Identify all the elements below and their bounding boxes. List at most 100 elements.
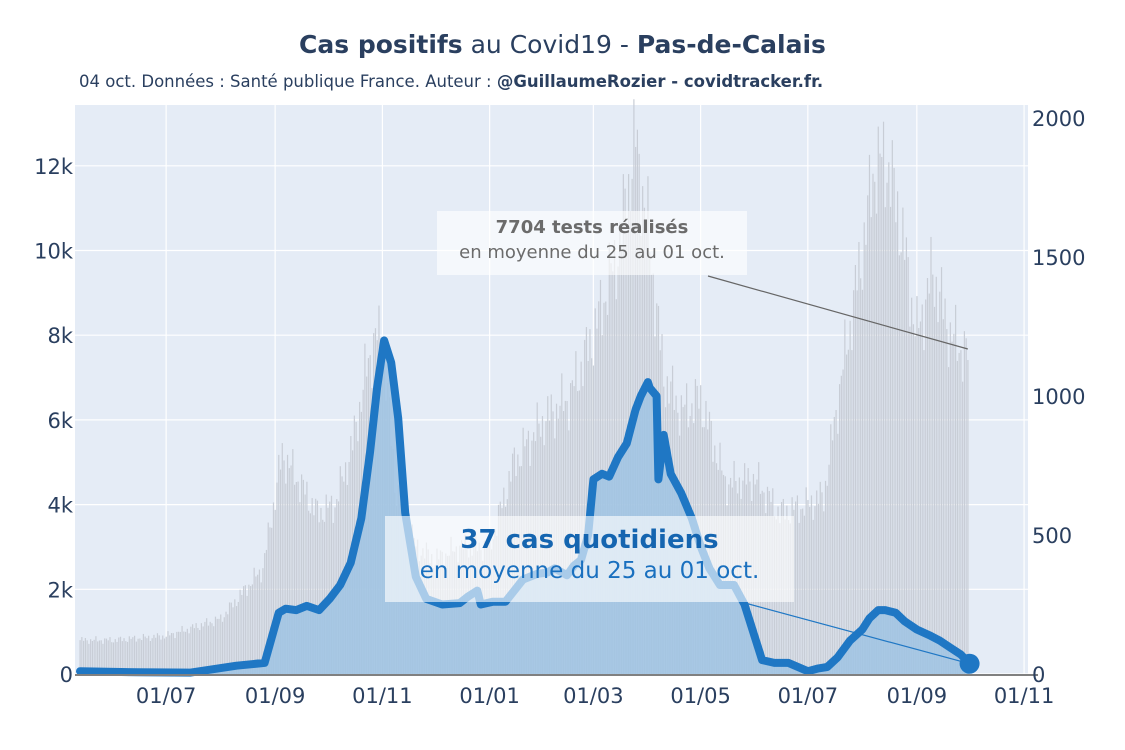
x-tick-label: 01/07 [136,684,197,708]
tests-bar [293,484,296,674]
tests-bar [179,631,181,674]
y-right-tick-label: 500 [1032,524,1072,548]
y-right-tick-label: 0 [1032,663,1045,687]
tests-bar [91,640,94,674]
tests-bar [207,625,210,674]
tests-bar [916,296,918,674]
tests-bar [819,481,821,674]
tests-bar [313,515,315,674]
tests-bar [221,621,224,674]
tests-bar [100,640,102,674]
tests-bar [192,624,194,674]
tests-bar [844,319,846,674]
tests-bar [112,642,115,674]
tests-bar [846,354,848,674]
tests-bar [897,191,899,674]
tests-bar [114,639,116,674]
y-left-tick-label: 10k [34,240,74,264]
tests-bar [264,553,266,674]
tests-bar [965,338,967,674]
tests-bar [220,614,222,674]
tests-bar [798,522,800,674]
tests-bar [854,265,857,674]
tests-bar [137,638,139,674]
tests-bar [930,236,932,675]
tests-bar [932,274,934,674]
tests-bar [853,290,855,674]
tests-bar [234,599,236,674]
tests-bar [246,595,248,674]
tests-bar [803,515,806,674]
tests-bar [132,637,134,674]
subtitle-author: @GuillaumeRozier - covidtracker.fr. [496,72,824,91]
tests-bar [172,633,174,674]
x-tick-label: 01/07 [778,684,839,708]
y-left-tick-label: 4k [47,494,73,518]
tests-bar [953,333,955,674]
tests-bar [323,521,326,674]
tests-bar [243,586,245,674]
tests-bar [119,636,122,674]
tests-bar [902,207,904,675]
tests-bar [944,298,946,674]
tests-bar [271,527,273,674]
tests-bar [155,637,157,674]
tests-bar [796,495,798,674]
tests-bar [925,299,927,674]
tests-bar [909,326,911,674]
tests-bar [891,140,893,674]
tests-bar [230,602,232,674]
tests-bar [135,641,137,674]
tests-bar [838,384,841,674]
tests-bar [889,206,892,674]
tests-bar [963,331,966,674]
tests-bar [301,474,303,674]
tests-bar [148,635,150,674]
tests-bar [316,500,319,674]
tests-bar [884,207,886,674]
tests-bar [939,291,941,674]
tests-bar [933,306,936,674]
tests-bar [951,341,953,674]
tests-bar [118,637,120,674]
tests-bar [960,350,962,674]
tests-bar [874,181,876,674]
tests-bar [956,360,958,674]
tests-annotation-arrow [707,275,968,350]
cases-annotation-value: 37 cas quotidiens [460,525,719,555]
tests-bar [800,509,802,674]
tests-bar [297,481,299,674]
tests-bar [918,328,920,674]
tests-bar [877,126,879,674]
tests-bar [325,494,327,674]
tests-bar [285,483,287,674]
tests-bar [937,322,939,674]
tests-bar [311,498,313,674]
tests-bar [318,522,320,674]
tests-bar [111,642,113,674]
tests-bar [863,222,865,674]
tests-bar [967,360,969,674]
tests-bar [295,482,297,674]
x-tick-label: 01/11 [352,684,413,708]
tests-bar [83,640,85,674]
tests-bar [942,319,944,674]
tests-bar [809,506,811,674]
tests-bar [169,635,171,674]
x-tick-label: 01/09 [887,684,948,708]
tests-bar [163,638,166,674]
tests-bar [847,349,849,674]
tests-bar [926,277,929,674]
tests-bar [958,352,960,674]
tests-bar [126,641,129,674]
tests-bar [272,502,275,674]
tests-bar [156,633,159,674]
cases-area-fill [80,340,970,674]
tests-bar [875,213,878,674]
tests-bar [872,173,874,674]
tests-bar [299,502,301,674]
tests-bar [879,153,881,674]
tests-bar [309,513,312,674]
tests-bar [905,237,907,675]
